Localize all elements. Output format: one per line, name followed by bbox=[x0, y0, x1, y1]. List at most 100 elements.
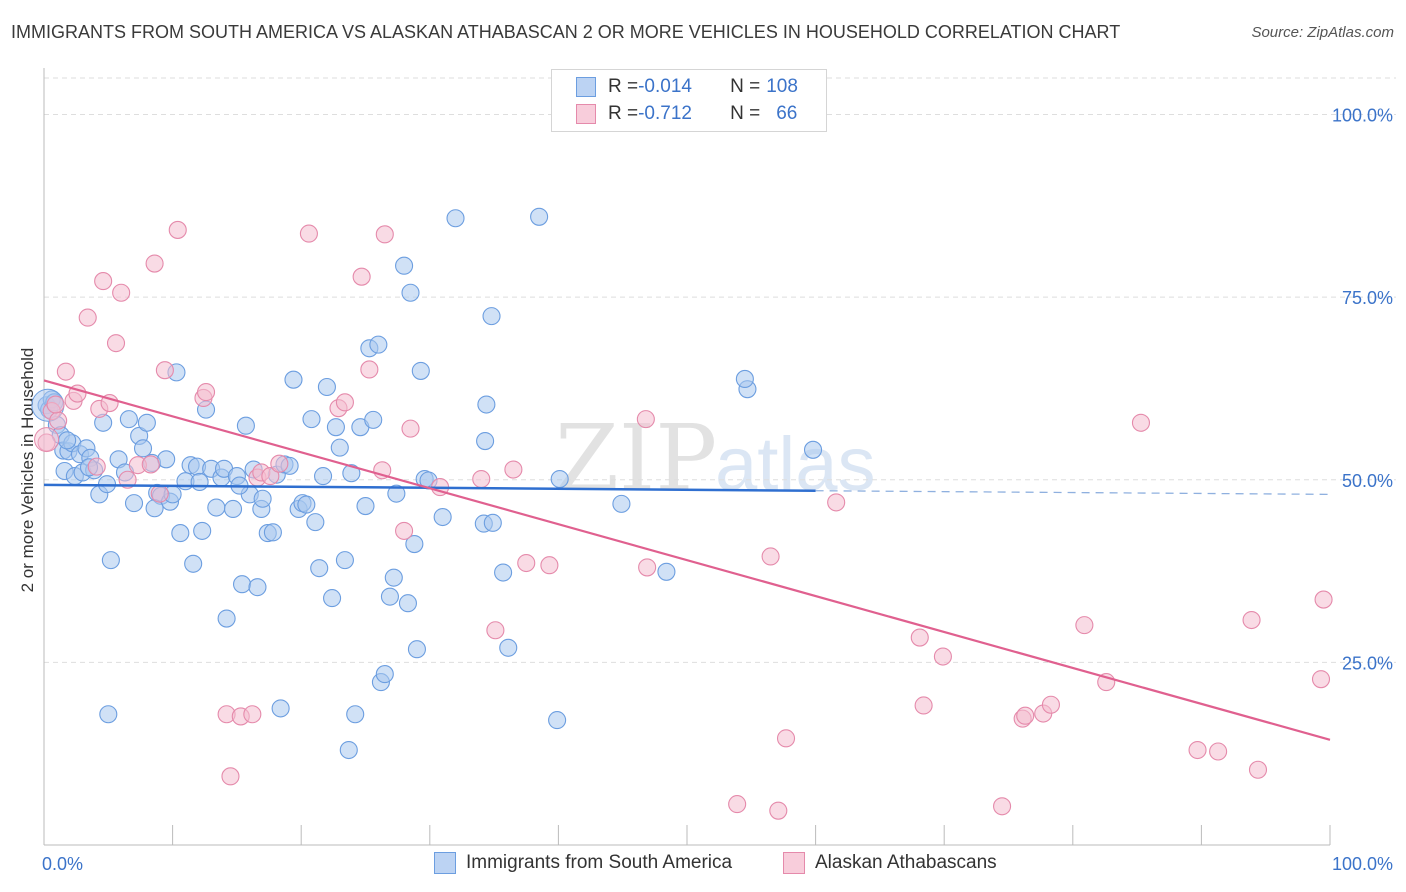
watermark-atlas: atlas bbox=[715, 422, 876, 507]
data-point bbox=[112, 283, 131, 302]
data-point bbox=[352, 267, 371, 286]
data-point bbox=[314, 467, 333, 486]
data-point bbox=[339, 740, 358, 760]
data-point bbox=[101, 551, 120, 570]
y-tick-label: 25.0% bbox=[1342, 653, 1393, 673]
data-point bbox=[1248, 760, 1268, 779]
legend-swatch-blue bbox=[434, 852, 456, 874]
data-point bbox=[118, 470, 137, 489]
data-point bbox=[49, 411, 68, 430]
data-point bbox=[380, 587, 399, 606]
data-point bbox=[263, 523, 282, 542]
legend-r-value: -0.712 bbox=[638, 103, 692, 124]
data-point bbox=[398, 594, 417, 613]
data-point bbox=[37, 433, 56, 452]
data-point bbox=[124, 494, 144, 513]
data-point bbox=[499, 638, 518, 657]
data-point bbox=[317, 377, 336, 397]
data-point bbox=[299, 224, 318, 243]
data-point bbox=[401, 419, 420, 438]
series-alaskan-athabascans bbox=[34, 220, 1333, 820]
legend-item-immigrants: Immigrants from South America bbox=[434, 852, 732, 874]
data-point bbox=[356, 497, 375, 516]
data-point bbox=[1209, 742, 1228, 761]
trend-line-immigrants-extension bbox=[815, 490, 1331, 496]
data-point bbox=[803, 440, 823, 459]
data-point bbox=[310, 559, 329, 578]
data-point bbox=[137, 413, 156, 432]
data-point bbox=[550, 469, 569, 489]
data-point bbox=[253, 489, 272, 508]
data-point bbox=[223, 499, 243, 519]
data-point bbox=[46, 395, 65, 414]
legend-swatch-pink bbox=[576, 104, 596, 124]
legend-n-value: 108 bbox=[766, 76, 798, 97]
data-point bbox=[369, 335, 388, 354]
data-point bbox=[1041, 695, 1060, 714]
data-point bbox=[1242, 610, 1261, 630]
data-point bbox=[150, 484, 169, 503]
data-point bbox=[248, 578, 267, 597]
data-point bbox=[78, 308, 97, 327]
data-point bbox=[387, 484, 406, 503]
data-point bbox=[297, 495, 316, 514]
source-note: Source: ZipAtlas.com bbox=[1251, 24, 1394, 41]
data-point bbox=[405, 534, 424, 554]
data-point bbox=[477, 395, 496, 414]
legend-r-label: R = bbox=[608, 103, 639, 124]
data-point bbox=[446, 209, 465, 228]
data-point bbox=[735, 369, 754, 389]
data-point bbox=[472, 469, 491, 489]
data-point bbox=[1314, 590, 1333, 609]
legend-n-value: 66 bbox=[776, 103, 798, 124]
data-point bbox=[157, 450, 176, 469]
data-point bbox=[638, 558, 657, 577]
data-point bbox=[993, 797, 1012, 816]
data-point bbox=[530, 207, 549, 226]
data-point bbox=[494, 563, 513, 582]
legend-swatch-pink bbox=[783, 852, 805, 874]
data-point bbox=[323, 589, 342, 608]
data-point bbox=[540, 556, 559, 575]
data-point bbox=[232, 575, 252, 594]
data-point bbox=[728, 795, 747, 814]
data-point bbox=[482, 307, 501, 326]
data-point bbox=[193, 521, 212, 540]
data-point bbox=[243, 705, 262, 724]
data-point bbox=[171, 524, 190, 543]
data-point bbox=[407, 640, 426, 659]
data-point bbox=[486, 621, 505, 640]
data-point bbox=[827, 493, 846, 512]
data-point bbox=[145, 254, 164, 273]
data-point bbox=[133, 439, 153, 458]
data-point bbox=[360, 360, 379, 379]
data-point bbox=[58, 431, 77, 450]
data-point bbox=[284, 370, 303, 389]
data-point bbox=[384, 568, 403, 587]
data-point bbox=[346, 705, 365, 724]
data-point bbox=[517, 553, 536, 573]
data-point bbox=[914, 696, 933, 715]
data-point bbox=[34, 427, 60, 453]
data-point bbox=[155, 361, 174, 380]
data-point bbox=[106, 334, 126, 353]
data-point bbox=[306, 513, 325, 532]
trend-line-athabascans bbox=[43, 379, 1331, 741]
data-point bbox=[119, 410, 138, 429]
data-point bbox=[1131, 413, 1151, 432]
data-point bbox=[217, 609, 236, 628]
data-point bbox=[1016, 706, 1035, 725]
legend-label-immigrants: Immigrants from South America bbox=[466, 852, 733, 873]
data-point bbox=[761, 547, 780, 566]
data-point bbox=[141, 455, 160, 474]
legend-row-athabascans: R = -0.712 N = 66 bbox=[552, 101, 797, 127]
data-point bbox=[375, 665, 394, 684]
legend-r-value: -0.014 bbox=[638, 76, 692, 97]
data-point bbox=[1188, 740, 1207, 760]
data-point bbox=[270, 454, 289, 473]
data-point bbox=[1311, 670, 1331, 689]
data-point bbox=[190, 472, 209, 492]
data-point bbox=[776, 729, 796, 748]
data-point bbox=[196, 383, 216, 402]
